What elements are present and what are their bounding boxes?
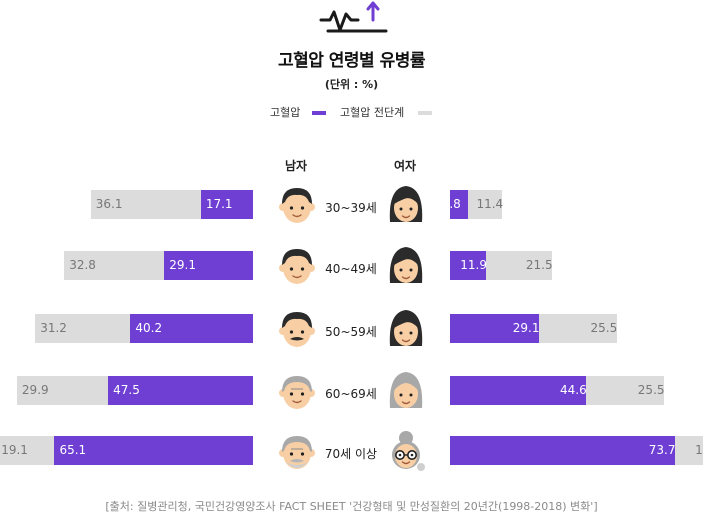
bar-male-hypertension xyxy=(54,436,253,465)
middle-aged-woman-face-icon xyxy=(387,306,425,352)
legend-label-hypertension: 고혈압 xyxy=(270,106,301,119)
source-note: [출처: 질병관리청, 국민건강영양조사 FACT SHEET '건강형태 및 … xyxy=(105,500,598,513)
bar-male-prehypertension xyxy=(90,190,201,219)
label-female-hypertension: 73.7 xyxy=(648,443,676,457)
label-female-prehypertension: 25.5 xyxy=(637,383,665,397)
label-female-hypertension: 44.6 xyxy=(560,383,587,397)
label-female-hypertension: 29.1 xyxy=(512,321,540,335)
chart-title: 고혈압 연령별 유병률 xyxy=(277,51,426,71)
label-male-prehypertension: 19.1 xyxy=(1,443,28,457)
label-male-hypertension: 65.1 xyxy=(59,443,87,457)
bar-female-hypertension xyxy=(450,190,468,219)
bar-female-hypertension xyxy=(450,251,487,280)
bar-female-prehypertension xyxy=(586,376,664,405)
bar-female-prehypertension xyxy=(674,436,703,465)
young-woman-face-icon xyxy=(387,182,425,228)
label-male-prehypertension: 29.9 xyxy=(21,383,49,397)
label-male-hypertension: 40.2 xyxy=(135,321,163,335)
bar-male-prehypertension xyxy=(0,436,55,465)
label-male-hypertension: 47.5 xyxy=(113,383,140,397)
young-man-face-icon xyxy=(278,182,316,228)
legend-swatch-prehypertension xyxy=(418,111,432,115)
label-male-prehypertension: 36.1 xyxy=(95,197,123,211)
bar-male-hypertension xyxy=(200,190,253,219)
column-header-female: 여자 xyxy=(394,159,417,173)
pulse-arrow-up-icon xyxy=(319,1,388,33)
bar-male-hypertension xyxy=(164,251,253,280)
legend-swatch-hypertension xyxy=(312,111,326,115)
age-label: 30~39세 xyxy=(325,201,377,215)
column-header-male: 남자 xyxy=(285,159,308,173)
legend: 고혈압 고혈압 전단계 xyxy=(0,104,703,122)
label-female-prehypertension: 11.4 xyxy=(476,197,504,211)
age-label: 70세 이상 xyxy=(324,447,378,461)
bar-male-prehypertension xyxy=(16,376,109,405)
old-woman-glasses-face-icon xyxy=(387,428,425,474)
bar-female-hypertension xyxy=(450,376,587,405)
legend-label-prehypertension: 고혈압 전단계 xyxy=(340,106,405,119)
bar-female-prehypertension xyxy=(467,190,503,219)
label-female-prehypertension: 21.5 xyxy=(525,258,553,272)
bar-male-hypertension xyxy=(108,376,253,405)
label-female-prehypertension: 15.2 xyxy=(695,443,703,457)
bar-female-prehypertension xyxy=(486,251,552,280)
bar-female-hypertension xyxy=(450,314,539,343)
age-label: 40~49세 xyxy=(325,262,377,276)
mustache-man-face-icon xyxy=(278,306,316,352)
senior-woman-face-icon xyxy=(387,368,425,414)
label-male-hypertension: 17.1 xyxy=(205,197,233,211)
bar-female-hypertension xyxy=(450,436,675,465)
label-male-hypertension: 29.1 xyxy=(169,258,196,272)
label-female-hypertension: 11.9 xyxy=(460,258,487,272)
bar-male-prehypertension xyxy=(35,314,131,343)
woman-face-icon xyxy=(387,243,425,289)
label-female-prehypertension: 25.5 xyxy=(590,321,618,335)
label-male-prehypertension: 31.2 xyxy=(40,321,67,335)
senior-man-face-icon xyxy=(278,368,316,414)
man-face-icon xyxy=(278,243,316,289)
old-man-beard-face-icon xyxy=(278,428,316,474)
bar-male-prehypertension xyxy=(64,251,165,280)
bar-female-prehypertension xyxy=(538,314,617,343)
age-label: 60~69세 xyxy=(325,387,377,401)
label-male-prehypertension: 32.8 xyxy=(69,258,96,272)
age-label: 50~59세 xyxy=(325,325,377,339)
label-female-hypertension: 5.8 xyxy=(441,197,461,211)
unit-label: (단위 : %) xyxy=(324,78,379,91)
bar-male-hypertension xyxy=(130,314,253,343)
